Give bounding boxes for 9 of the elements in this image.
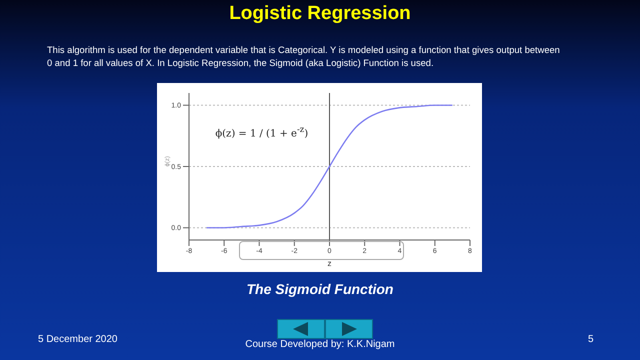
chart-subtitle: This algorithm is used for the dependent variable that is Categorical. Y is modeled using a function that gives output between 0 and 1 for all values of X. In Logistic Regression, the Sigmoid (aka Logistic) Function is used. [47, 44, 561, 70]
chart-title: Logistic Regression [228, 3, 412, 25]
text: Course Developed by: K.K.Nigam [245, 339, 395, 350]
text: 5 [588, 334, 594, 345]
text: The Sigmoid Function [246, 281, 394, 297]
text: 5 December 2020 [38, 334, 118, 345]
annotation: ϕ(z) = 1 / (1 + e$^{-z}$) [215, 124, 308, 139]
x-axis-title: z [328, 259, 332, 268]
line-series [206, 104, 454, 228]
